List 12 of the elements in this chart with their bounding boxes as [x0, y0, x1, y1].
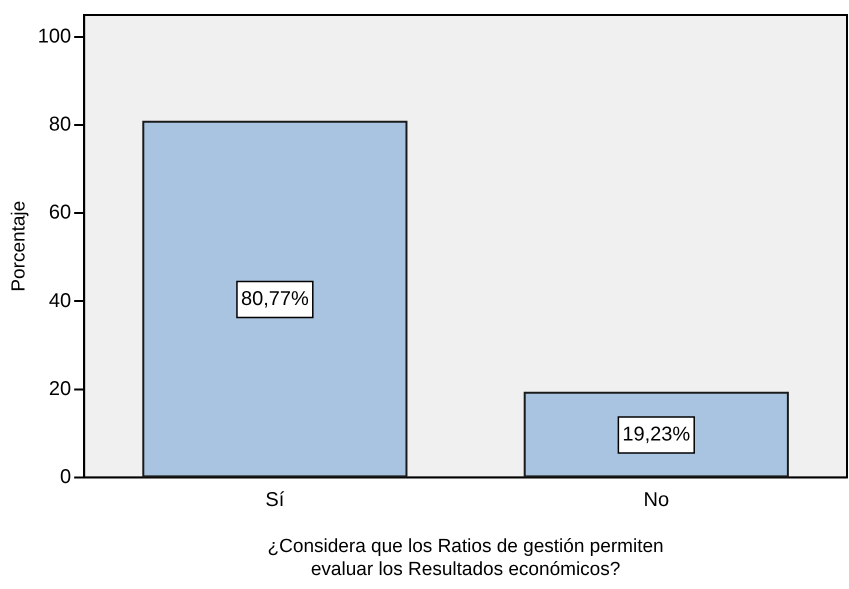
y-tick-label: 100 [38, 26, 72, 48]
x-tick-label: No [644, 488, 670, 511]
y-tick-label: 40 [48, 290, 72, 312]
y-tick-label: 80 [48, 114, 72, 136]
data-label: 80,77% [240, 288, 310, 310]
data-label: 19,23% [622, 424, 690, 446]
x-axis-title: ¿Considera que los Ratios de gestión permiten evaluar los Resultados económicos? [268, 536, 664, 580]
y-tick-label: 60 [48, 202, 72, 224]
x-tick-label: Sí [265, 488, 285, 511]
y-tick-label: 20 [48, 378, 72, 400]
y-axis-title: Porcentaje [8, 200, 30, 292]
y-tick-label: 0 [60, 466, 72, 488]
